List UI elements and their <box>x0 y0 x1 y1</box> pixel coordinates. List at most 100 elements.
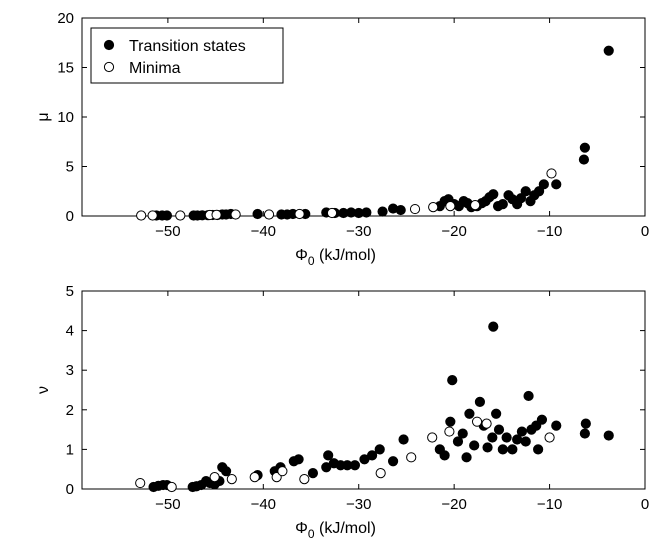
minimum-point <box>427 432 438 443</box>
transition-state-point <box>445 416 456 427</box>
minimum-point <box>326 207 338 219</box>
transition-state-point <box>252 208 263 220</box>
minimum-point <box>428 201 439 213</box>
transition-state-point <box>398 434 409 445</box>
minimum-point <box>263 209 275 220</box>
minimum-point <box>444 426 455 437</box>
transition-state-point <box>482 442 493 453</box>
y-tick-label: 0 <box>66 481 74 498</box>
transition-state-point <box>469 440 480 451</box>
legend-marker-transition-states <box>103 39 115 51</box>
x-tick-label: −30 <box>346 496 371 513</box>
transition-state-point <box>366 450 378 461</box>
transition-state-point <box>533 444 544 455</box>
y-tick-label: 20 <box>57 10 74 27</box>
legend-label: Transition states <box>129 38 246 55</box>
transition-state-point <box>536 414 548 425</box>
minimum-point <box>546 168 557 179</box>
minimum-point <box>211 209 222 220</box>
minimum-point <box>406 452 417 463</box>
transition-state-point <box>551 420 562 431</box>
minimum-point <box>471 416 483 427</box>
transition-state-point <box>533 186 545 197</box>
minimum-point <box>147 210 158 221</box>
transition-state-point <box>161 210 173 221</box>
transition-state-point <box>603 430 614 441</box>
minimum-point <box>445 201 456 212</box>
legend-box <box>90 27 284 84</box>
x-axis-symbol: Φ <box>295 247 308 264</box>
transition-state-point <box>515 193 527 204</box>
transition-state-point <box>493 424 505 435</box>
x-axis-subscript: 0 <box>308 527 315 541</box>
transition-state-point <box>523 390 534 402</box>
y-tick-label: 1 <box>66 441 74 458</box>
minimum-point <box>166 481 177 493</box>
y-tick-label: 2 <box>66 402 74 419</box>
transition-state-point <box>293 454 304 465</box>
minimum-point <box>135 477 146 489</box>
transition-state-point <box>474 396 486 407</box>
transition-state-point <box>578 154 590 165</box>
minimum-point <box>544 432 555 443</box>
transition-state-point <box>520 436 531 447</box>
transition-state-point <box>487 432 498 443</box>
transition-state-point <box>452 436 464 447</box>
x-axis-label: Φ0 (kJ/mol) <box>295 520 376 541</box>
x-tick-label: −20 <box>441 496 466 513</box>
minimum-point <box>249 472 260 483</box>
transition-state-point <box>603 45 614 56</box>
x-axis-symbol: Φ <box>295 520 308 537</box>
x-axis-label: Φ0 (kJ/mol) <box>295 247 376 268</box>
minimum-point <box>209 472 220 483</box>
transition-state-point <box>464 408 475 419</box>
x-tick-label: −20 <box>441 223 466 240</box>
transition-state-point <box>374 444 385 455</box>
transition-state-point <box>516 426 528 437</box>
y-tick-label: 15 <box>57 60 74 77</box>
transition-state-point <box>307 468 319 479</box>
transition-state-point <box>520 186 531 197</box>
x-axis-subscript: 0 <box>308 254 315 268</box>
transition-state-point <box>439 450 450 461</box>
transition-state-point <box>447 375 458 386</box>
x-tick-label: −10 <box>537 496 562 513</box>
x-tick-label: −50 <box>155 496 180 513</box>
plot-area-2 <box>81 290 646 490</box>
transition-state-point <box>361 207 372 218</box>
transition-state-point <box>377 206 388 217</box>
x-tick-label: −50 <box>155 223 180 240</box>
transition-state-point <box>488 189 499 200</box>
legend-label: Minima <box>129 60 181 77</box>
transition-state-point <box>457 428 468 439</box>
y-axis-label: ν <box>35 386 52 394</box>
minimum-point <box>294 208 305 220</box>
legend-marker-minima <box>103 61 115 73</box>
y-tick-label: 10 <box>57 109 74 126</box>
transition-state-point <box>551 179 562 190</box>
transition-state-point <box>538 179 549 190</box>
minimum-point <box>175 210 186 221</box>
transition-state-point <box>497 199 508 210</box>
minimum-point <box>481 418 492 429</box>
y-tick-label: 5 <box>66 159 74 176</box>
y-tick-label: 4 <box>66 323 74 340</box>
minimum-point <box>230 209 241 220</box>
transition-state-point <box>580 418 591 429</box>
minimum-point <box>375 468 386 479</box>
minimum-point <box>277 466 288 477</box>
transition-state-point <box>579 142 590 153</box>
transition-state-point <box>395 204 406 216</box>
transition-state-point <box>488 321 499 332</box>
transition-state-point <box>220 466 232 477</box>
x-tick-label: −40 <box>251 496 276 513</box>
y-axis-label: μ <box>35 112 52 121</box>
transition-state-point <box>507 444 518 455</box>
x-tick-label: −30 <box>346 223 371 240</box>
y-tick-label: 0 <box>66 208 74 225</box>
x-axis-unit: (kJ/mol) <box>315 520 376 537</box>
minimum-point <box>299 474 310 485</box>
transition-state-point <box>349 460 361 471</box>
transition-state-point <box>491 408 502 419</box>
